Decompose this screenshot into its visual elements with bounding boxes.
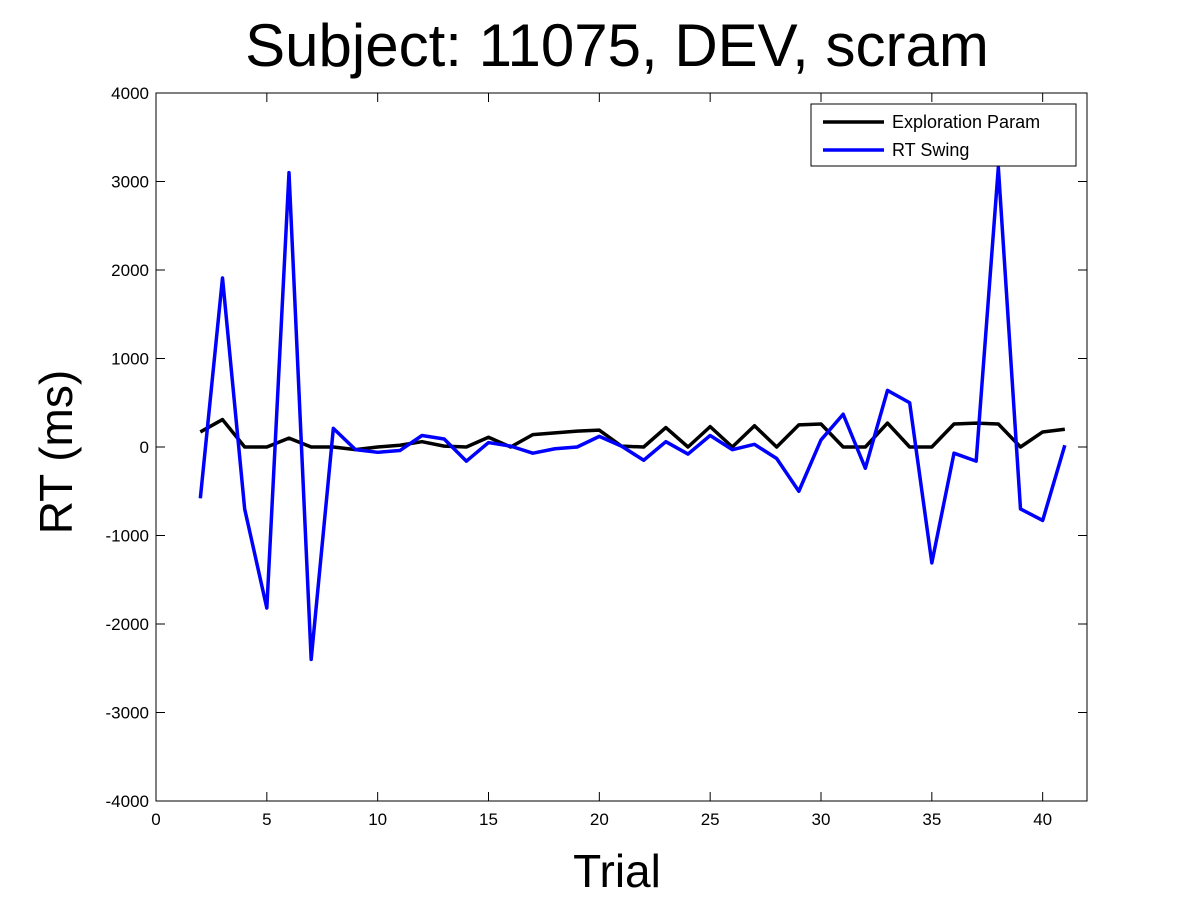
x-tick-label: 5 [262,810,271,829]
series-line-exploration-param [199,417,1066,452]
y-axis-ticks: -4000 -3000 -2000 -1000 0 1000 2000 3000 4000 [106,84,1087,811]
chart-title: Subject: 11075, DEV, scram [245,12,989,79]
series-lines [198,165,1067,662]
y-tick-label: 2000 [111,261,149,280]
y-tick-label: -3000 [106,704,149,723]
y-tick-label: -4000 [106,792,149,811]
x-tick-label: 30 [812,810,831,829]
legend-label: RT Swing [892,140,969,160]
x-tick-label: 35 [922,810,941,829]
x-axis-ticks: 0 5 10 15 20 25 30 35 40 [151,93,1052,829]
y-tick-label: 3000 [111,173,149,192]
y-tick-label: -2000 [106,615,149,634]
y-tick-label: 1000 [111,350,149,369]
legend-label: Exploration Param [892,112,1040,132]
x-tick-label: 0 [151,810,160,829]
y-tick-label: 0 [140,438,149,457]
x-tick-label: 15 [479,810,498,829]
x-tick-label: 25 [701,810,720,829]
legend-box [810,103,1077,167]
legend: Exploration Param RT Swing [810,103,1077,167]
series-line-rt-swing [198,165,1067,662]
x-tick-label: 10 [368,810,387,829]
y-axis-title: RT (ms) [30,370,82,534]
x-tick-label: 20 [590,810,609,829]
y-tick-label: -1000 [106,527,149,546]
x-tick-label: 40 [1033,810,1052,829]
legend-entries: Exploration Param RT Swing [823,112,1040,160]
x-axis-title: Trial [573,845,661,897]
y-tick-label: 4000 [111,84,149,103]
